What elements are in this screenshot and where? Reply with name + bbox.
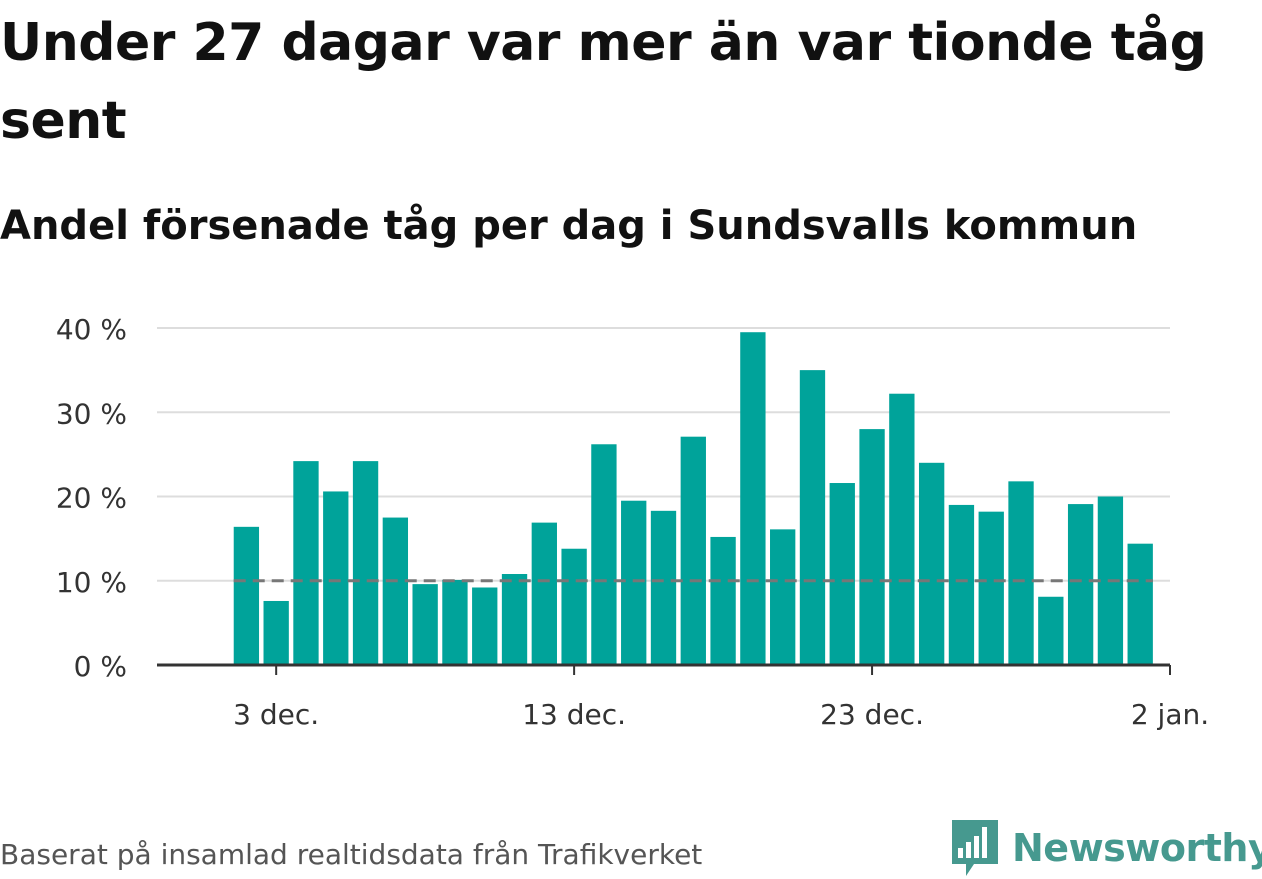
bar xyxy=(1067,504,1094,665)
bar xyxy=(770,529,796,665)
bar xyxy=(859,429,885,665)
bar xyxy=(1008,481,1034,665)
bar xyxy=(323,491,349,665)
bar xyxy=(233,526,260,665)
y-tick-label: 30 % xyxy=(56,397,127,430)
bar xyxy=(382,517,409,665)
chart-subtitle: Andel försenade tåg per dag i Sundsvalls… xyxy=(0,203,1138,249)
bar xyxy=(412,584,438,665)
bar xyxy=(650,510,677,665)
source-note: Baserat på insamlad realtidsdata från Tr… xyxy=(0,838,703,871)
bar xyxy=(740,332,766,665)
x-tick-label: 23 dec. xyxy=(820,698,924,731)
bar xyxy=(442,579,468,665)
bar xyxy=(621,500,647,665)
newsworthy-logo: Newsworthy xyxy=(950,818,1262,878)
bar xyxy=(978,511,1004,665)
bar xyxy=(829,483,855,665)
bar xyxy=(561,548,587,665)
x-tick-label: 3 dec. xyxy=(233,698,319,731)
bar xyxy=(918,462,945,665)
y-tick-label: 20 % xyxy=(56,482,127,515)
bar xyxy=(889,393,915,665)
bar xyxy=(948,504,975,665)
x-tick-label: 2 jan. xyxy=(1131,698,1209,731)
bar xyxy=(501,574,528,665)
newsworthy-logo-icon xyxy=(952,820,998,876)
y-tick-label: 10 % xyxy=(56,566,127,599)
bar xyxy=(710,536,736,665)
bar xyxy=(263,600,289,665)
bar xyxy=(293,461,319,665)
y-tick-label: 40 % xyxy=(56,313,127,346)
bar xyxy=(352,461,379,665)
bar-chart: 0 % 10 % 20 % 30 % 40 % 3 dec. 13 dec. 23 dec. 2… xyxy=(56,313,1209,731)
bar xyxy=(799,370,826,665)
x-tick-label: 13 dec. xyxy=(522,698,626,731)
bar xyxy=(472,587,498,665)
newsworthy-logo-text: Newsworthy xyxy=(1012,826,1262,870)
y-tick-label: 0 % xyxy=(74,650,127,683)
bar xyxy=(680,436,706,665)
bar xyxy=(1127,543,1153,665)
bar xyxy=(531,522,557,665)
bar xyxy=(1038,596,1064,665)
chart-title: Under 27 dagar var mer än var tionde tåg… xyxy=(0,13,1207,151)
bar xyxy=(591,444,617,665)
